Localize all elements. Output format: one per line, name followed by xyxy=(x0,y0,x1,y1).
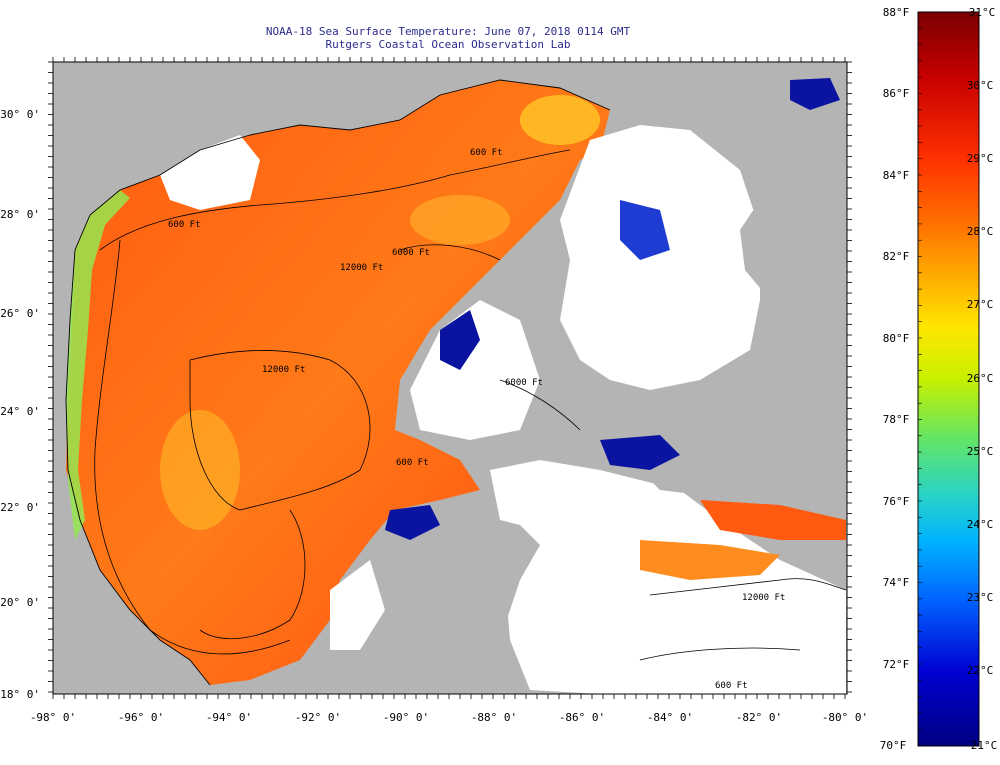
cloud-cover xyxy=(330,560,385,650)
fahrenheit-label: 78°F xyxy=(883,413,910,426)
contour-label: 600 Ft xyxy=(470,148,503,158)
contour-label: 600 Ft xyxy=(168,220,201,230)
lon-label: -82° 0' xyxy=(736,711,782,724)
fahrenheit-label: 88°F xyxy=(883,6,910,19)
lon-label: -88° 0' xyxy=(471,711,517,724)
florida-land xyxy=(740,62,846,375)
cool-patch xyxy=(790,78,840,110)
lon-label: -80° 0' xyxy=(822,711,868,724)
cool-patch xyxy=(600,435,680,470)
lon-label: -86° 0' xyxy=(559,711,605,724)
cloud-cover xyxy=(560,125,760,390)
map-title: NOAA-18 Sea Surface Temperature: June 07… xyxy=(265,25,631,38)
celsius-label: 24°C xyxy=(967,518,994,531)
coastline xyxy=(65,249,211,686)
celsius-label: 30°C xyxy=(967,79,994,92)
fahrenheit-label: 80°F xyxy=(883,332,910,345)
celsius-label: 27°C xyxy=(967,298,994,311)
celsius-label: 25°C xyxy=(967,445,994,458)
warm-patch xyxy=(640,540,780,580)
lat-label: 24° 0' xyxy=(0,405,40,418)
colorbar-scale xyxy=(917,11,980,747)
celsius-label: 22°C xyxy=(967,664,994,677)
contour-label: 600 Ft xyxy=(396,458,429,468)
lon-label: -94° 0' xyxy=(206,711,252,724)
celsius-label: 21°C xyxy=(971,739,998,752)
lat-label: 20° 0' xyxy=(0,596,40,609)
fahrenheit-label: 70°F xyxy=(880,739,907,752)
cool-patch xyxy=(440,310,480,370)
lon-label: -84° 0' xyxy=(647,711,693,724)
contour-label: 6000 Ft xyxy=(392,248,430,258)
lat-label: 30° 0' xyxy=(0,108,40,121)
contour-label: 12000 Ft xyxy=(340,263,383,273)
lon-label: -90° 0' xyxy=(383,711,429,724)
lon-label: -92° 0' xyxy=(295,711,341,724)
warm-patch xyxy=(520,95,600,145)
cool-patch xyxy=(385,505,440,540)
contour-label: 12000 Ft xyxy=(742,593,785,603)
celsius-label: 31°C xyxy=(969,6,996,19)
fahrenheit-label: 84°F xyxy=(883,169,910,182)
coastline xyxy=(74,79,611,251)
colorbar-ticks xyxy=(918,11,922,746)
cool-patch xyxy=(620,200,670,260)
celsius-label: 29°C xyxy=(967,152,994,165)
lat-label: 18° 0' xyxy=(0,688,40,701)
warm-patch xyxy=(160,410,240,530)
fahrenheit-label: 76°F xyxy=(883,495,910,508)
map-subtitle: Rutgers Coastal Ocean Observation Lab xyxy=(325,38,571,51)
axis-ticks xyxy=(48,57,852,699)
lat-label: 22° 0' xyxy=(0,501,40,514)
colorbar: 88°F 86°F 84°F 82°F 80°F 78°F 76°F 74°F … xyxy=(880,6,998,752)
warm-patch xyxy=(410,195,510,245)
contour-label: 12000 Ft xyxy=(262,365,305,375)
contour-label: 600 Ft xyxy=(715,681,748,691)
lat-label: 28° 0' xyxy=(0,208,40,221)
fahrenheit-label: 86°F xyxy=(883,87,910,100)
cloud-cover xyxy=(490,460,846,694)
celsius-label: 26°C xyxy=(967,372,994,385)
lon-label: -98° 0' xyxy=(30,711,76,724)
fahrenheit-label: 82°F xyxy=(883,250,910,263)
celsius-label: 28°C xyxy=(967,225,994,238)
map-panel: 600 Ft 12000 Ft 12000 Ft 6000 Ft 600 Ft … xyxy=(52,61,848,695)
celsius-label: 23°C xyxy=(967,591,994,604)
warm-patch xyxy=(700,500,846,540)
coastal-cool-strip xyxy=(66,190,130,540)
lon-label: -96° 0' xyxy=(118,711,164,724)
cloud-cover xyxy=(160,135,260,210)
yucatan-land xyxy=(360,510,540,694)
cuba-land xyxy=(640,465,846,520)
fahrenheit-label: 74°F xyxy=(883,576,910,589)
map-frame xyxy=(52,61,848,695)
contour-label: 6000 Ft xyxy=(505,378,543,388)
bathymetry-contours xyxy=(94,149,847,661)
lat-label: 26° 0' xyxy=(0,307,40,320)
fahrenheit-label: 72°F xyxy=(883,658,910,671)
